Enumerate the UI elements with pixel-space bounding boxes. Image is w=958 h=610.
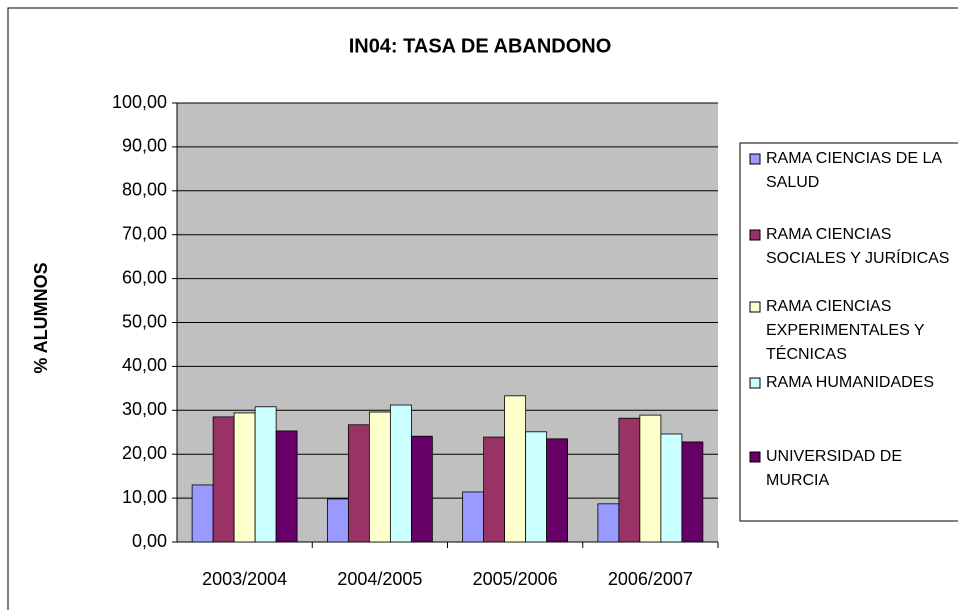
legend-swatch (749, 451, 761, 463)
y-tick-label: 90,00 (122, 136, 167, 156)
legend-label: RAMA HUMANIDADES (766, 374, 935, 391)
y-tick-label: 40,00 (122, 355, 167, 375)
legend-label: RAMA CIENCIAS SOCIALES Y JURÍDICAS (766, 226, 950, 267)
legend-swatch (749, 377, 761, 389)
bar (254, 406, 277, 543)
bar (546, 438, 569, 543)
bar (681, 441, 704, 543)
x-tick-label: 2003/2004 (202, 569, 287, 589)
y-tick-label: 0,00 (132, 531, 167, 551)
bar (525, 431, 548, 543)
legend-label: UNIVERSIDAD DE MURCIA (766, 448, 903, 489)
bar (618, 417, 641, 543)
legend-swatch (749, 153, 761, 165)
x-tick-label: 2006/2007 (608, 569, 693, 589)
bar (639, 414, 662, 543)
y-tick-label: 80,00 (122, 180, 167, 200)
bar (597, 503, 620, 543)
bar (326, 498, 349, 543)
y-tick-label: 100,00 (112, 92, 167, 112)
x-tick-label: 2005/2006 (473, 569, 558, 589)
bar (504, 395, 527, 543)
bar (389, 404, 412, 543)
bar (233, 412, 256, 543)
legend-label: RAMA CIENCIAS DE LA SALUD (766, 150, 942, 191)
y-tick-label: 30,00 (122, 399, 167, 419)
legend-swatch (749, 301, 761, 313)
y-tick-label: 10,00 (122, 487, 167, 507)
bar (462, 491, 485, 543)
chart-title: IN04: TASA DE ABANDONO (349, 35, 612, 57)
y-tick-label: 60,00 (122, 267, 167, 287)
bar (212, 416, 235, 543)
bar (191, 484, 214, 543)
y-tick-label: 50,00 (122, 311, 167, 331)
legend-swatch (749, 229, 761, 241)
bar (410, 435, 433, 543)
x-tick-label: 2004/2005 (337, 569, 422, 589)
y-tick-label: 70,00 (122, 223, 167, 243)
y-tick-label: 20,00 (122, 443, 167, 463)
legend-box (739, 142, 958, 522)
y-axis-label: % ALUMNOS (31, 262, 51, 373)
bar (368, 411, 391, 543)
bar (483, 436, 506, 543)
bar (347, 424, 370, 543)
legend-label: RAMA CIENCIAS EXPERIMENTALES Y TÉCNICAS (766, 298, 925, 363)
bar (660, 433, 683, 543)
bar (275, 430, 298, 543)
